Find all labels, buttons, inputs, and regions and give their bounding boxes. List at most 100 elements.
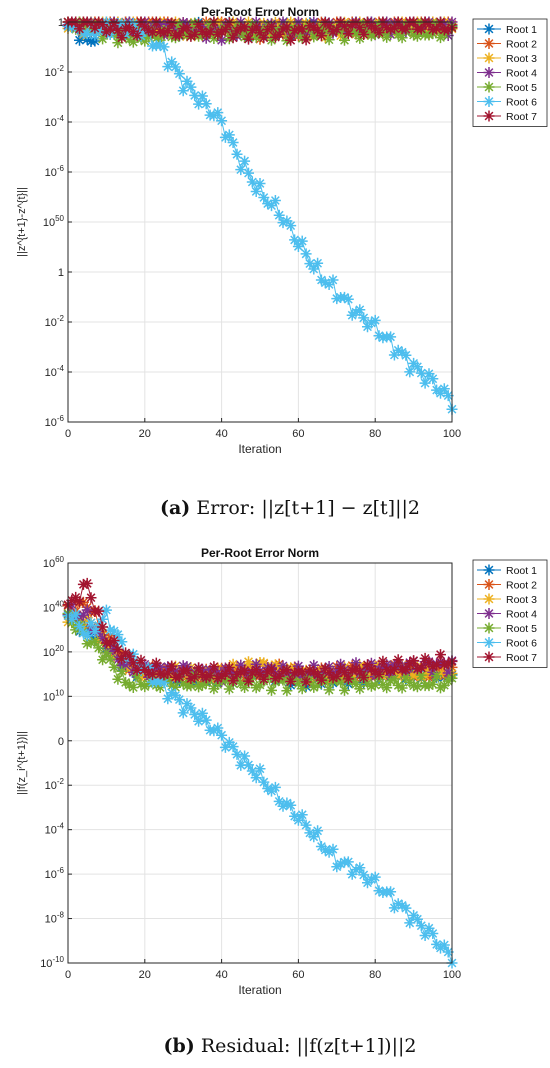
data-point — [112, 654, 124, 666]
data-point — [227, 137, 239, 148]
data-point — [235, 759, 247, 771]
data-point — [173, 694, 185, 706]
data-point — [196, 679, 208, 691]
data-point — [246, 176, 258, 188]
data-point — [350, 306, 362, 318]
data-point — [189, 17, 201, 29]
data-point — [358, 29, 370, 40]
data-point — [319, 32, 331, 43]
data-point — [116, 636, 128, 648]
data-point — [162, 25, 174, 37]
data-point — [427, 24, 439, 36]
data-point — [239, 31, 251, 43]
data-point — [139, 670, 151, 682]
data-point — [120, 676, 132, 688]
legend-entry: Root 4 — [506, 609, 537, 621]
data-point — [170, 61, 181, 73]
data-point — [250, 21, 262, 33]
data-point — [250, 658, 262, 670]
y-axis-label: ||z^{t+1}-z^{t}|| — [16, 187, 28, 257]
legend-entry: Root 4 — [506, 68, 537, 80]
data-point — [135, 678, 147, 690]
data-point — [442, 658, 454, 670]
data-point — [212, 673, 224, 684]
data-point — [323, 279, 335, 290]
data-point — [423, 19, 435, 31]
data-point — [154, 39, 166, 51]
data-point — [419, 930, 431, 941]
data-point — [143, 31, 155, 43]
axes-frame — [67, 21, 453, 423]
legend-marker — [483, 622, 495, 634]
data-point — [200, 19, 212, 31]
data-point — [296, 235, 308, 247]
figure-caption: (a) Error: ||z[t+1] − z[t]||2 — [160, 497, 420, 519]
y-tick-label: 10-6 — [45, 164, 65, 179]
data-point — [438, 383, 450, 395]
data-point — [315, 30, 327, 42]
data-point — [177, 17, 189, 29]
data-point — [273, 209, 285, 221]
data-point — [346, 19, 358, 31]
data-point — [177, 85, 189, 97]
data-point — [400, 664, 412, 676]
data-point — [97, 19, 109, 31]
data-point — [388, 349, 400, 361]
data-point — [423, 29, 435, 41]
data-point — [200, 98, 212, 110]
data-point — [154, 18, 166, 30]
x-tick-label: 60 — [292, 969, 304, 981]
data-point — [223, 33, 235, 45]
data-point — [189, 709, 201, 720]
data-point — [150, 32, 162, 44]
legend-entry: Root 6 — [506, 97, 537, 109]
data-point — [196, 707, 208, 719]
data-point — [296, 666, 308, 678]
data-point — [89, 29, 101, 41]
y-tick-label: 10-4 — [45, 822, 65, 837]
x-tick-label: 0 — [65, 969, 71, 981]
data-point — [411, 361, 423, 373]
legend: Root 1 Root 2 Root 3 Root 4 Root 5 Root 6 Root… — [472, 559, 548, 668]
data-point — [181, 22, 193, 34]
y-tick-label: 10-4 — [45, 114, 65, 129]
data-point — [162, 61, 174, 73]
data-point — [116, 32, 128, 44]
data-point — [104, 637, 116, 649]
caption-text: Residual: ||f(z[t+1])||2 — [195, 1035, 417, 1057]
data-point — [354, 862, 366, 874]
data-point — [243, 759, 254, 771]
data-point — [427, 661, 439, 673]
data-point — [81, 577, 93, 589]
y-tick-label: 10-2 — [45, 314, 65, 329]
y-tick-label: 0 — [58, 736, 64, 748]
data-point — [342, 673, 354, 685]
data-point — [193, 662, 205, 674]
data-point — [173, 29, 185, 41]
data-point — [327, 843, 339, 855]
legend-marker — [483, 81, 495, 93]
data-point — [300, 819, 312, 831]
data-point — [289, 24, 301, 36]
data-point — [193, 18, 205, 30]
data-point — [365, 873, 377, 885]
data-point — [392, 654, 404, 666]
data-point — [212, 107, 224, 119]
data-point — [266, 20, 277, 32]
data-point — [123, 679, 135, 691]
data-point — [97, 613, 109, 625]
data-point — [292, 678, 304, 690]
data-point — [123, 650, 135, 662]
series-root-6 — [62, 604, 458, 969]
data-point — [289, 667, 301, 679]
data-point — [369, 679, 381, 691]
data-point — [231, 748, 243, 760]
data-point — [74, 596, 85, 608]
data-point — [396, 682, 408, 694]
data-point — [312, 24, 324, 36]
data-point — [239, 665, 251, 676]
series-group — [62, 577, 458, 969]
data-point — [112, 24, 124, 36]
data-point — [435, 668, 446, 680]
data-point — [323, 661, 335, 672]
